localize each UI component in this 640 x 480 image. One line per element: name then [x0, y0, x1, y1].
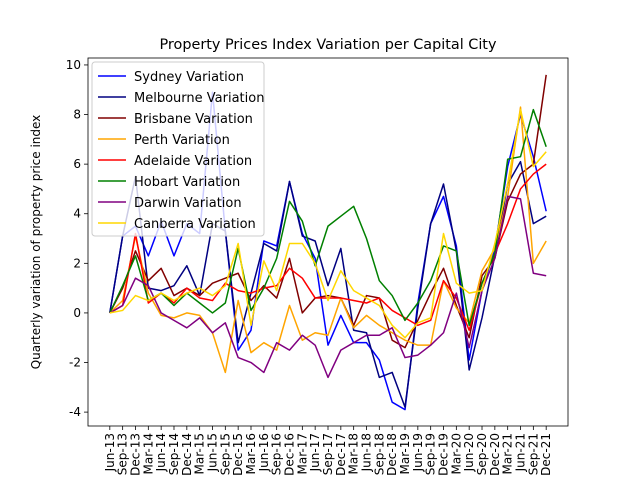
x-tick-label: Jun-21 — [514, 433, 528, 472]
x-tick-label: Sep-19 — [424, 433, 438, 475]
plot-frame — [87, 57, 569, 427]
x-tick-label: Dec-19 — [437, 433, 451, 476]
legend-label: Brisbane Variation — [134, 112, 253, 127]
legend-label: Sydney Variation — [134, 70, 244, 85]
x-tick-label: Sep-20 — [475, 433, 489, 475]
x-tick-label: Dec-15 — [231, 433, 245, 476]
x-tick-label: Sep-21 — [526, 433, 540, 475]
x-tick-label: Mar-16 — [244, 433, 258, 474]
legend-label: Hobart Variation — [134, 175, 240, 190]
x-tick-label: Sep-16 — [270, 433, 284, 475]
y-tick-label: 6 — [73, 157, 81, 171]
y-tick-label: -2 — [69, 356, 81, 370]
x-tick-label: Jun-19 — [411, 433, 425, 472]
legend-label: Adelaide Variation — [134, 154, 252, 169]
series-line — [109, 108, 547, 327]
y-tick-label: -4 — [69, 405, 81, 419]
x-tick-label: Jun-18 — [360, 433, 374, 472]
x-tick-label: Mar-20 — [449, 433, 463, 474]
x-tick-label: Mar-18 — [347, 433, 361, 474]
x-tick-label: Dec-20 — [488, 433, 502, 476]
series-line — [109, 108, 547, 339]
x-tick-label: Jun-15 — [205, 433, 219, 472]
y-tick-label: 10 — [66, 58, 81, 72]
legend-label: Canberra Variation — [134, 217, 256, 232]
legend: Sydney Variation Melbourne Variation Brisb… — [91, 61, 265, 237]
legend-label: Darwin Variation — [134, 196, 242, 211]
y-tick-label: 4 — [73, 207, 81, 221]
x-tick-label: Jun-16 — [257, 433, 271, 472]
y-axis-label: Quarterly variation of property price in… — [29, 115, 43, 370]
x-tick-label: Sep-13 — [116, 433, 130, 475]
legend-label: Perth Variation — [134, 133, 230, 148]
x-tick-label: Sep-18 — [372, 433, 386, 475]
x-tick-label: Jun-14 — [154, 433, 168, 472]
x-tick-label: Jun-17 — [308, 433, 322, 472]
series-line — [109, 106, 547, 374]
series-line — [109, 160, 547, 408]
x-tick-label: Dec-18 — [385, 433, 399, 476]
x-tick-label: Mar-14 — [141, 433, 155, 474]
x-tick-label: Dec-16 — [282, 433, 296, 476]
x-tick-label: Dec-17 — [334, 433, 348, 476]
x-tick-label: Mar-21 — [501, 433, 515, 474]
y-tick-label: 2 — [73, 256, 81, 270]
series-line — [109, 195, 547, 379]
y-tick-label: 8 — [73, 108, 81, 122]
x-tick-label: Jun-13 — [103, 433, 117, 472]
x-tick-label: Jun-20 — [462, 433, 476, 472]
x-tick-label: Sep-14 — [167, 433, 181, 475]
legend-frame — [91, 61, 265, 237]
x-tick-label: Dec-14 — [180, 433, 194, 476]
x-tick-label: Mar-15 — [193, 433, 207, 474]
x-tick-label: Mar-17 — [295, 433, 309, 474]
x-tick-label: Dec-13 — [128, 433, 142, 476]
x-tick-label: Mar-19 — [398, 433, 412, 474]
legend-label: Melbourne Variation — [134, 91, 264, 106]
x-tick-label: Sep-17 — [321, 433, 335, 475]
series-line — [109, 163, 547, 332]
y-tick-label: 0 — [73, 306, 81, 320]
x-tick-label: Dec-21 — [539, 433, 553, 476]
x-tick-label: Sep-15 — [218, 433, 232, 475]
chart-title: Property Prices Index Variation per Capi… — [160, 37, 497, 53]
